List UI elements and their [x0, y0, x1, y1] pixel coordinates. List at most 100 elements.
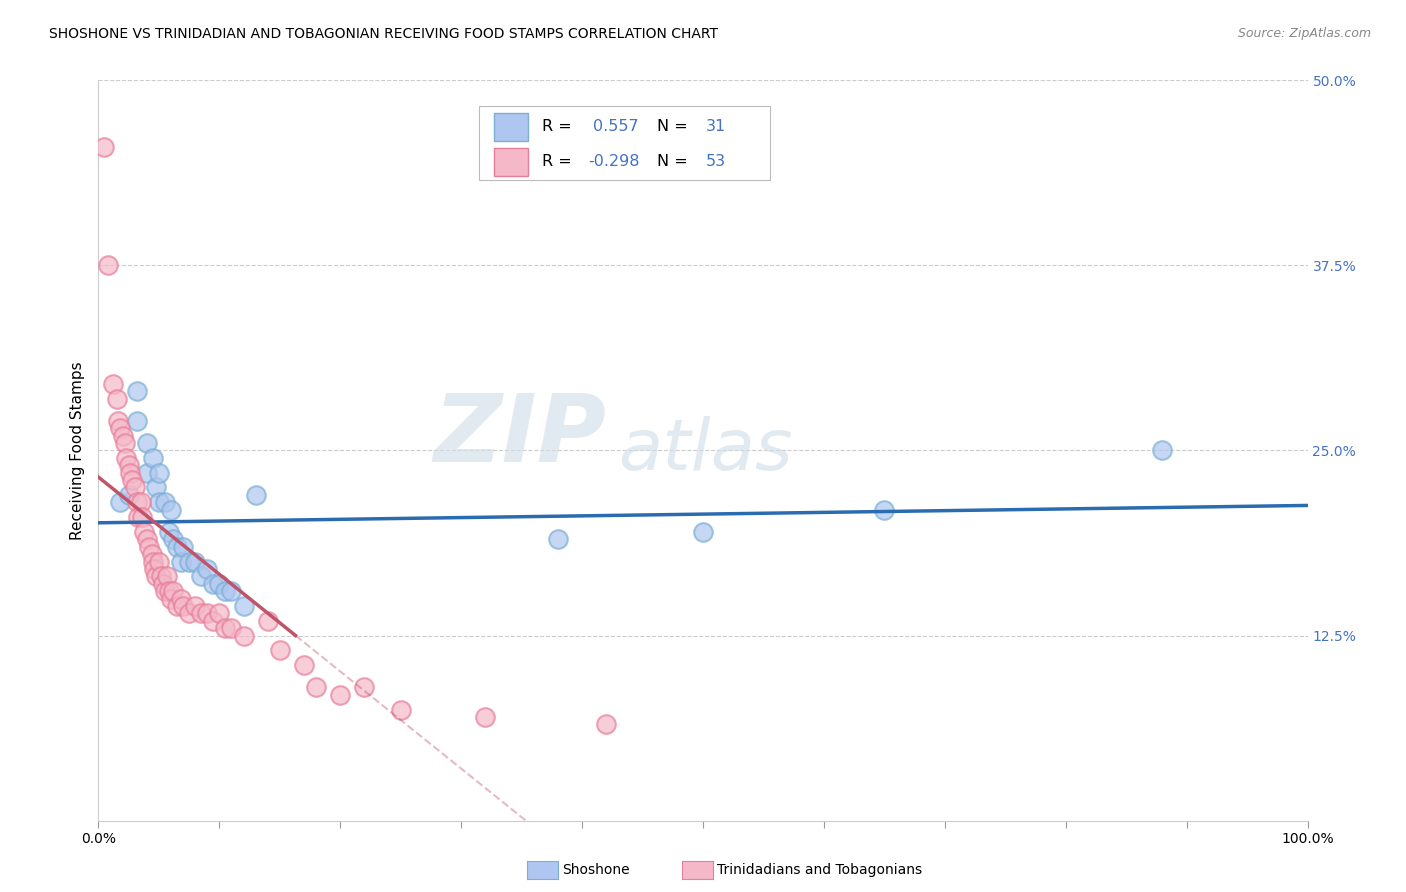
Point [115, 450, 138, 465]
Point [105, 392, 128, 406]
Point [114, 436, 136, 450]
Point [221, 621, 243, 635]
Point [162, 584, 184, 599]
Point [195, 607, 218, 621]
Point [172, 599, 194, 613]
Point [245, 488, 267, 502]
Point [135, 436, 157, 450]
Point [160, 591, 183, 606]
Point [134, 524, 156, 539]
Point [152, 576, 174, 591]
Point [135, 533, 157, 547]
Point [547, 533, 569, 547]
Point [305, 681, 328, 695]
Point [135, 466, 157, 480]
Point [190, 569, 212, 583]
Point [127, 414, 149, 428]
Point [208, 576, 231, 591]
Text: -0.298: -0.298 [588, 154, 640, 169]
Text: ZIP: ZIP [433, 390, 606, 482]
Point [156, 569, 179, 583]
Point [184, 555, 207, 569]
Point [474, 710, 496, 724]
Text: Shoshone: Shoshone [562, 863, 630, 877]
Point [179, 607, 201, 621]
FancyBboxPatch shape [494, 148, 527, 176]
Point [118, 466, 141, 480]
Point [1152, 443, 1174, 458]
Point [153, 584, 176, 599]
Point [179, 555, 201, 569]
Point [118, 458, 141, 473]
Point [141, 547, 163, 561]
Point [202, 614, 225, 628]
Point [121, 473, 143, 487]
Text: Source: ZipAtlas.com: Source: ZipAtlas.com [1237, 27, 1371, 40]
Point [389, 703, 412, 717]
Point [127, 384, 149, 399]
Point [256, 614, 278, 628]
Point [292, 658, 315, 673]
Point [138, 540, 160, 554]
Text: R =: R = [543, 120, 576, 135]
Point [208, 607, 231, 621]
Point [169, 591, 191, 606]
Text: SHOSHONE VS TRINIDADIAN AND TOBAGONIAN RECEIVING FOOD STAMPS CORRELATION CHART: SHOSHONE VS TRINIDADIAN AND TOBAGONIAN R… [49, 27, 718, 41]
Point [142, 555, 165, 569]
Point [269, 643, 291, 657]
Point [166, 599, 188, 613]
Point [184, 599, 207, 613]
Text: 31: 31 [706, 120, 725, 135]
Point [101, 376, 124, 391]
Point [145, 480, 167, 494]
Point [127, 510, 149, 524]
Point [221, 584, 243, 599]
Point [153, 495, 176, 509]
Point [232, 628, 254, 642]
Y-axis label: Receiving Food Stamps: Receiving Food Stamps [69, 361, 84, 540]
Point [127, 495, 149, 509]
Point [108, 495, 131, 509]
Point [214, 621, 236, 635]
Point [329, 688, 352, 702]
Point [166, 540, 188, 554]
Point [157, 524, 180, 539]
Point [124, 480, 146, 494]
Text: R =: R = [543, 154, 576, 169]
Point [118, 488, 141, 502]
FancyBboxPatch shape [494, 113, 527, 141]
Text: N =: N = [657, 120, 693, 135]
Text: 53: 53 [706, 154, 725, 169]
Point [195, 562, 218, 576]
FancyBboxPatch shape [479, 106, 769, 180]
Point [145, 569, 167, 583]
Point [202, 576, 225, 591]
Point [131, 510, 153, 524]
Point [172, 540, 194, 554]
Point [148, 495, 170, 509]
Point [148, 555, 170, 569]
Point [353, 681, 375, 695]
Text: Trinidadians and Tobagonians: Trinidadians and Tobagonians [717, 863, 922, 877]
Point [107, 414, 129, 428]
Point [873, 502, 896, 516]
Point [595, 717, 617, 731]
Point [148, 466, 170, 480]
Point [190, 607, 212, 621]
Point [97, 259, 120, 273]
Point [162, 533, 184, 547]
Point [108, 421, 131, 435]
Text: 0.557: 0.557 [593, 120, 638, 135]
Point [232, 599, 254, 613]
Point [150, 569, 173, 583]
Text: N =: N = [657, 154, 693, 169]
Point [143, 562, 166, 576]
Point [214, 584, 236, 599]
Point [169, 555, 191, 569]
Point [692, 524, 714, 539]
Point [160, 502, 183, 516]
Point [93, 140, 115, 154]
Text: atlas: atlas [619, 416, 793, 485]
Point [142, 450, 165, 465]
Point [129, 495, 152, 509]
